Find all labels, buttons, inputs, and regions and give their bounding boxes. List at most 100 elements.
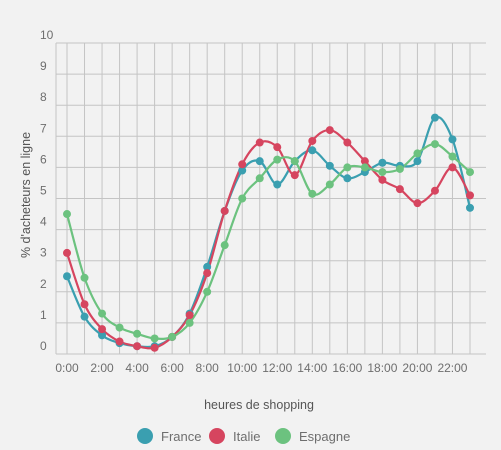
data-point-espagne-3[interactable] — [115, 323, 124, 332]
data-point-italie-23[interactable] — [466, 191, 474, 200]
x-tick-label-10: 20:00 — [402, 361, 432, 375]
data-point-france-16[interactable] — [343, 174, 352, 183]
legend-marker-espagne[interactable] — [275, 428, 291, 444]
y-tick-label-10: 10 — [40, 28, 54, 42]
y-tick-label-1: 1 — [40, 308, 47, 322]
x-tick-label-1: 2:00 — [90, 361, 114, 375]
data-point-france-22[interactable] — [448, 135, 457, 144]
data-point-espagne-14[interactable] — [308, 189, 317, 198]
data-point-italie-1[interactable] — [80, 300, 89, 309]
data-point-italie-13[interactable] — [290, 171, 299, 180]
legend-label-espagne[interactable]: Espagne — [299, 429, 350, 444]
data-point-italie-19[interactable] — [395, 185, 404, 194]
legend: France Italie Espagne — [137, 428, 350, 444]
data-point-france-8[interactable] — [203, 262, 212, 271]
x-tick-label-9: 18:00 — [367, 361, 397, 375]
x-axis-title: heures de shopping — [204, 398, 314, 412]
data-point-italie-15[interactable] — [325, 126, 334, 135]
data-point-espagne-10[interactable] — [238, 194, 247, 203]
data-point-italie-18[interactable] — [378, 175, 387, 184]
data-point-espagne-8[interactable] — [203, 287, 212, 296]
data-point-italie-16[interactable] — [343, 138, 352, 147]
data-point-espagne-5[interactable] — [150, 334, 159, 343]
data-point-italie-0[interactable] — [63, 248, 71, 257]
legend-label-italie[interactable]: Italie — [233, 429, 260, 444]
data-point-france-14[interactable] — [308, 146, 317, 155]
y-tick-label-0: 0 — [40, 339, 47, 353]
data-point-france-23[interactable] — [466, 203, 474, 212]
data-point-france-12[interactable] — [273, 180, 282, 189]
data-point-italie-4[interactable] — [133, 342, 142, 351]
y-axis-title: % d'acheteurs en ligne — [19, 132, 33, 258]
data-point-italie-20[interactable] — [413, 199, 422, 208]
data-point-espagne-4[interactable] — [133, 329, 142, 338]
data-point-italie-9[interactable] — [220, 206, 229, 215]
data-point-espagne-22[interactable] — [448, 152, 457, 161]
data-point-italie-22[interactable] — [448, 163, 457, 172]
data-point-france-15[interactable] — [325, 161, 334, 170]
y-tick-label-7: 7 — [40, 121, 47, 135]
data-point-espagne-20[interactable] — [413, 149, 422, 158]
x-tick-label-7: 14:00 — [297, 361, 327, 375]
data-point-espagne-19[interactable] — [395, 164, 404, 173]
data-point-france-0[interactable] — [63, 272, 71, 281]
data-point-france-1[interactable] — [80, 312, 89, 321]
data-point-espagne-1[interactable] — [80, 273, 89, 282]
data-point-italie-12[interactable] — [273, 143, 282, 152]
data-point-espagne-13[interactable] — [290, 157, 299, 166]
data-point-espagne-15[interactable] — [325, 180, 334, 189]
data-point-france-21[interactable] — [430, 113, 439, 122]
data-point-espagne-16[interactable] — [343, 163, 352, 172]
y-tick-label-2: 2 — [40, 277, 47, 291]
data-point-italie-10[interactable] — [238, 160, 247, 169]
data-point-espagne-7[interactable] — [185, 318, 194, 327]
x-tick-label-11: 22:00 — [437, 361, 467, 375]
data-point-espagne-23[interactable] — [466, 168, 474, 177]
data-point-italie-3[interactable] — [115, 337, 124, 346]
y-tick-label-5: 5 — [40, 184, 47, 198]
data-point-france-20[interactable] — [413, 157, 422, 166]
data-point-france-10[interactable] — [238, 166, 247, 175]
data-point-italie-2[interactable] — [98, 325, 107, 334]
x-tick-label-6: 12:00 — [262, 361, 292, 375]
y-tick-label-3: 3 — [40, 246, 47, 260]
x-axis-ticks: 0:00 2:00 4:00 6:00 8:00 10:00 12:00 14:00 16:00… — [55, 361, 467, 375]
data-point-france-2[interactable] — [98, 331, 107, 340]
data-point-italie-8[interactable] — [203, 269, 212, 278]
data-point-espagne-9[interactable] — [220, 241, 229, 250]
data-point-espagne-17[interactable] — [360, 163, 369, 172]
x-tick-label-5: 10:00 — [227, 361, 257, 375]
y-tick-label-4: 4 — [40, 215, 47, 229]
data-point-espagne-18[interactable] — [378, 168, 387, 177]
data-point-espagne-12[interactable] — [273, 155, 282, 164]
y-tick-label-6: 6 — [40, 152, 47, 166]
legend-marker-france[interactable] — [137, 428, 153, 444]
grid — [55, 42, 486, 355]
data-point-italie-5[interactable] — [150, 343, 159, 352]
data-point-italie-14[interactable] — [308, 136, 317, 145]
data-point-espagne-6[interactable] — [168, 332, 177, 341]
y-tick-label-9: 9 — [40, 59, 47, 73]
x-tick-label-4: 8:00 — [195, 361, 219, 375]
data-point-italie-11[interactable] — [255, 138, 264, 147]
series-points — [63, 113, 474, 352]
data-point-italie-17[interactable] — [360, 157, 369, 166]
x-tick-label-0: 0:00 — [55, 361, 79, 375]
data-point-france-18[interactable] — [378, 158, 387, 167]
data-point-italie-21[interactable] — [430, 186, 439, 195]
data-point-italie-7[interactable] — [185, 311, 194, 320]
data-point-espagne-11[interactable] — [255, 174, 264, 183]
data-point-espagne-2[interactable] — [98, 309, 107, 318]
y-tick-label-8: 8 — [40, 90, 47, 104]
y-axis-ticks: 0 1 2 3 4 5 6 7 8 9 10 — [40, 28, 54, 353]
data-point-espagne-0[interactable] — [63, 210, 71, 219]
data-point-france-11[interactable] — [255, 157, 264, 166]
legend-label-france[interactable]: France — [161, 429, 201, 444]
x-tick-label-2: 4:00 — [125, 361, 149, 375]
x-tick-label-3: 6:00 — [160, 361, 184, 375]
legend-marker-italie[interactable] — [209, 428, 225, 444]
data-point-espagne-21[interactable] — [430, 140, 439, 149]
